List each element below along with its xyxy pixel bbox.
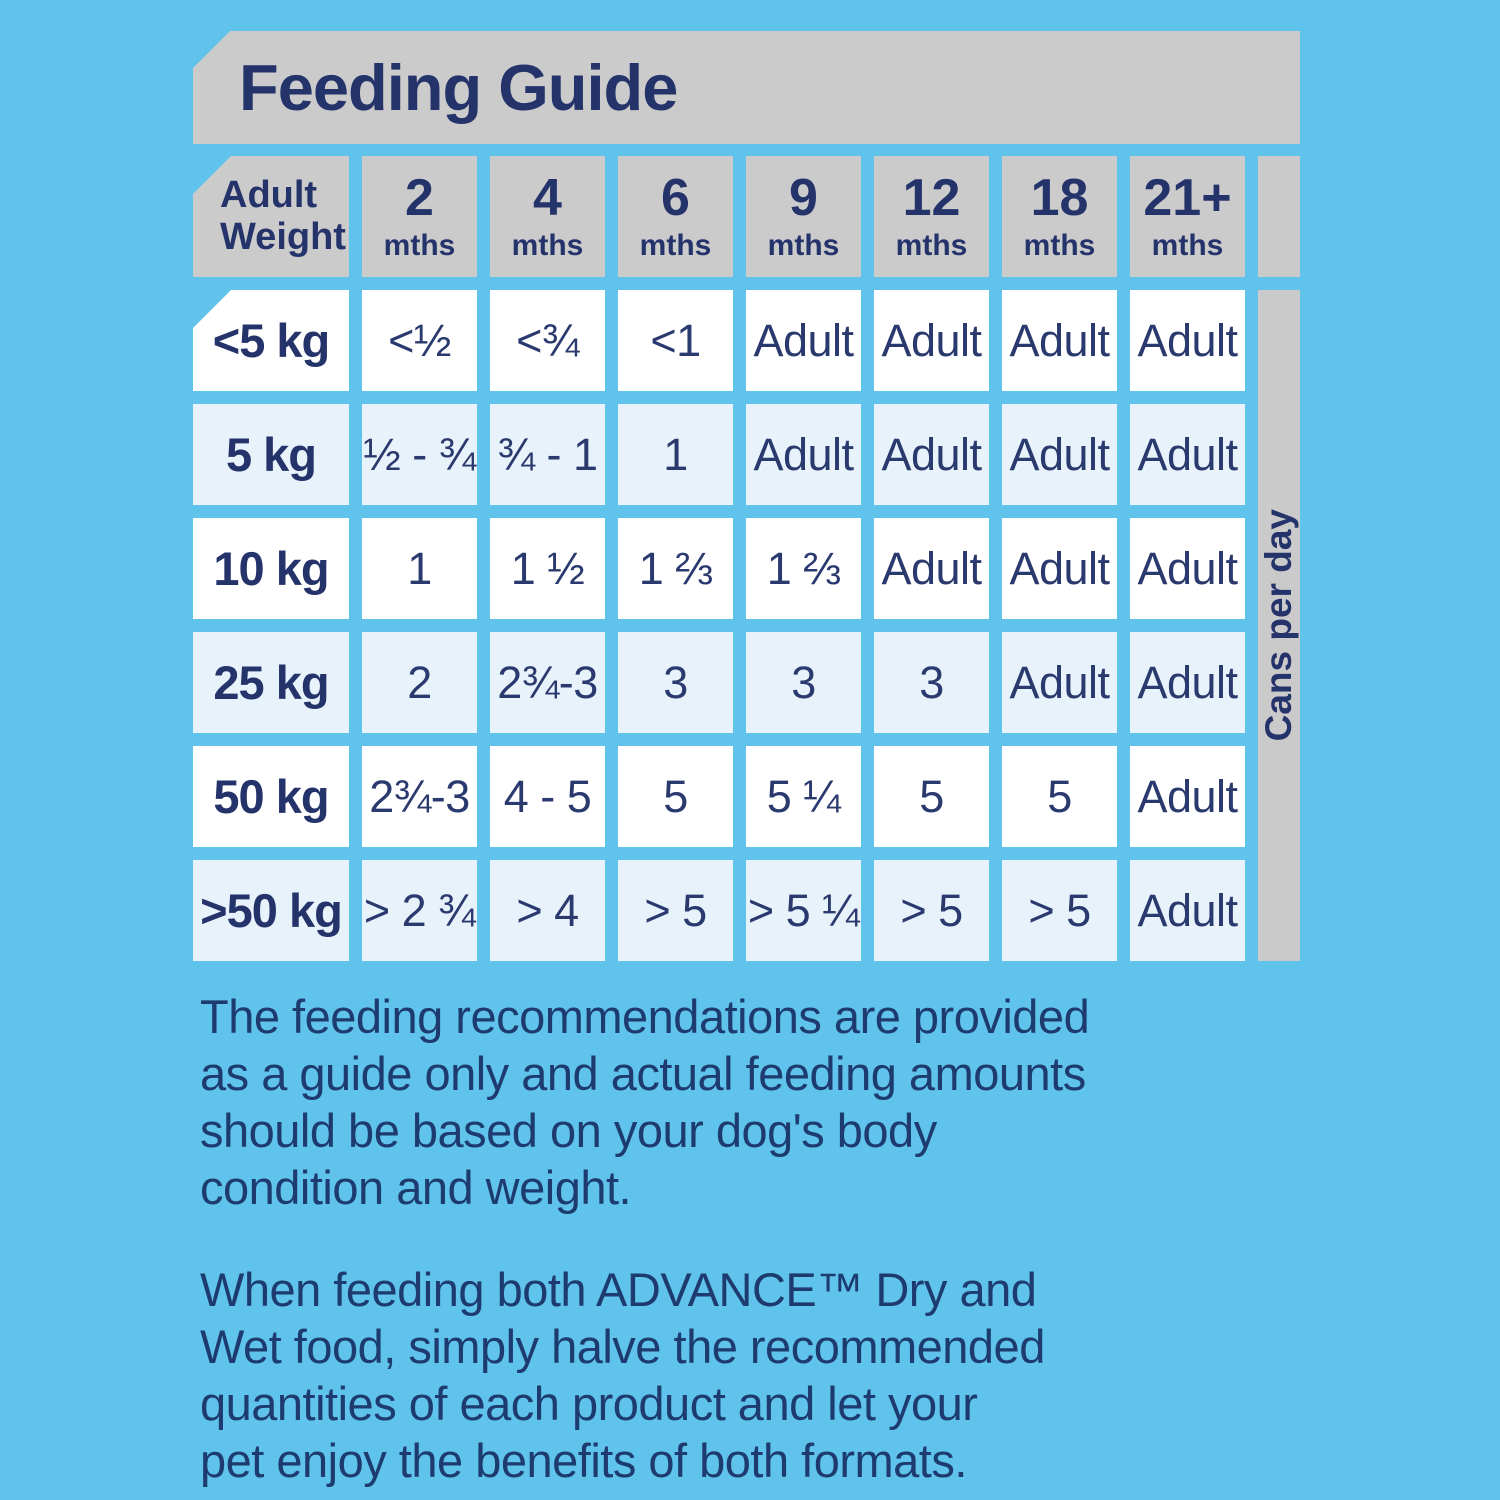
row-header-weight: 25 kg [193,632,349,733]
feeding-amount-cell: 2 [362,632,477,733]
feeding-amount-cell: Adult [746,290,861,391]
feeding-amount-cell: > 2 ¾ [362,860,477,961]
column-header-21plus-months: 21+ mths [1130,156,1245,277]
age-unit: mths [1023,229,1096,262]
column-header-adult-weight: Adult Weight [193,156,349,277]
age-unit: mths [767,229,840,262]
age-unit: mths [895,229,968,262]
feeding-amount-cell: 5 [874,746,989,847]
feeding-amount-cell: Adult [874,518,989,619]
feeding-amount-cell: <¾ [490,290,605,391]
feeding-amount-cell: <1 [618,290,733,391]
feeding-note-mixed-feeding: When feeding both ADVANCE™ Dry and Wet f… [200,1263,1045,1487]
age-number: 9 [789,169,818,227]
feeding-amount-cell: Adult [874,290,989,391]
feeding-amount-cell: 5 [618,746,733,847]
column-header-2-months: 2 mths [362,156,477,277]
feeding-amount-cell: 3 [874,632,989,733]
feeding-amount-cell: Adult [1130,860,1245,961]
feeding-amount-cell: Adult [1002,518,1117,619]
feeding-amount-cell: Adult [1002,290,1117,391]
feeding-amount-cell: 3 [746,632,861,733]
feeding-amount-cell: > 5 [1002,860,1117,961]
feeding-amount-cell: Adult [1130,632,1245,733]
cans-per-day-strip-spacer [1258,156,1300,277]
page-title: Feeding Guide [239,51,678,124]
row-header-weight: <5 kg [193,290,349,391]
feeding-amount-cell: Adult [874,404,989,505]
row-header-weight: 5 kg [193,404,349,505]
feeding-amount-cell: 2¾-3 [490,632,605,733]
feeding-amount-cell: 2¾-3 [362,746,477,847]
age-number: 21+ [1143,169,1232,227]
feeding-amount-cell: Adult [1002,632,1117,733]
age-unit: mths [1151,229,1224,262]
feeding-amount-cell: 5 [1002,746,1117,847]
feeding-amount-cell: ¾ - 1 [490,404,605,505]
age-unit: mths [383,229,456,262]
row-header-weight: 10 kg [193,518,349,619]
age-number: 4 [533,169,562,227]
column-header-12-months: 12 mths [874,156,989,277]
feeding-amount-cell: ½ - ¾ [362,404,477,505]
feeding-amount-cell: > 4 [490,860,605,961]
age-number: 2 [405,169,434,227]
feeding-amount-cell: 1 ⅔ [746,518,861,619]
feeding-amount-cell: Adult [1130,518,1245,619]
feeding-note-guide-only: The feeding recommendations are provided… [200,990,1090,1214]
feeding-amount-cell: 1 ⅔ [618,518,733,619]
column-header-9-months: 9 mths [746,156,861,277]
feeding-amount-cell: 1 ½ [490,518,605,619]
row-header-weight: 50 kg [193,746,349,847]
feeding-amount-cell: > 5 [874,860,989,961]
feeding-guide-banner: Feeding Guide [193,31,1300,144]
feeding-amount-cell: 1 [362,518,477,619]
age-number: 18 [1030,169,1089,227]
feeding-guide-panel: Feeding Guide Adult Weight 2 mths 4 mths 6 mt… [193,31,1303,1489]
feeding-amount-cell: Adult [1130,404,1245,505]
column-header-6-months: 6 mths [618,156,733,277]
feeding-guide-table: Adult Weight 2 mths 4 mths 6 mths 9 mths 12 mths 1… [193,156,1300,961]
feeding-amount-cell: <½ [362,290,477,391]
age-number: 12 [902,169,961,227]
age-unit: mths [511,229,584,262]
row-header-weight: >50 kg [193,860,349,961]
feeding-amount-cell: > 5 [618,860,733,961]
age-unit: mths [639,229,712,262]
feeding-amount-cell: 4 - 5 [490,746,605,847]
age-number: 6 [661,169,690,227]
cans-per-day-strip: Cans per day [1258,290,1300,961]
feeding-amount-cell: Adult [1002,404,1117,505]
feeding-amount-cell: 1 [618,404,733,505]
feeding-amount-cell: Adult [1130,290,1245,391]
feeding-amount-cell: > 5 ¼ [746,860,861,961]
column-header-4-months: 4 mths [490,156,605,277]
feeding-amount-cell: 3 [618,632,733,733]
feeding-amount-cell: Adult [1130,746,1245,847]
cans-per-day-label: Cans per day [1258,509,1299,742]
column-header-18-months: 18 mths [1002,156,1117,277]
feeding-amount-cell: Adult [746,404,861,505]
feeding-amount-cell: 5 ¼ [746,746,861,847]
